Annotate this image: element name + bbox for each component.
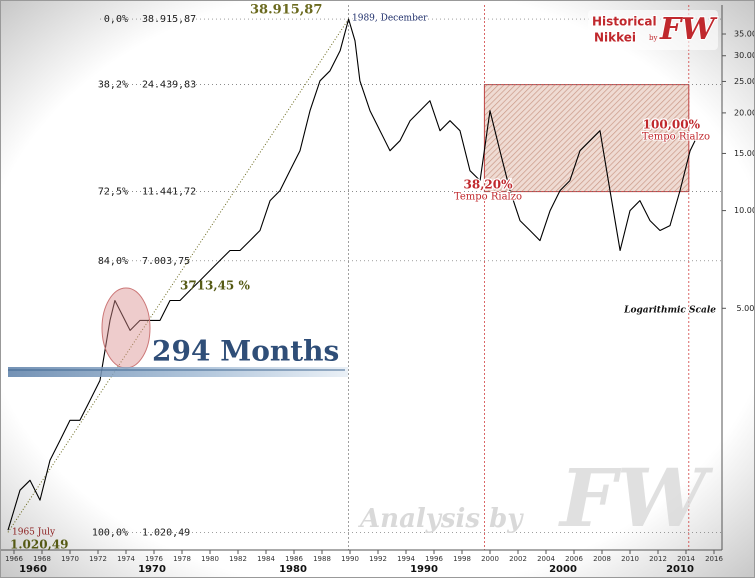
- y-tick-label: 15.000: [734, 149, 755, 158]
- time-100-sub: Tempo Rialzo: [642, 132, 710, 143]
- level-pct: 72,5%: [98, 187, 128, 198]
- time-zone: [483, 84, 690, 193]
- watermark-brand: FW: [558, 451, 714, 545]
- gain-label: 3713,45 %: [180, 279, 250, 293]
- x-tick-label: 1992: [369, 555, 387, 563]
- x-tick-label: 1998: [453, 555, 471, 563]
- x-tick-label: 1978: [173, 555, 191, 563]
- x-tick-label: 1984: [257, 555, 275, 563]
- highlight-ellipse: [101, 287, 151, 369]
- x-tick-label: 1990: [341, 555, 359, 563]
- x-tick-label: 1966: [5, 555, 23, 563]
- logo-by: by: [649, 34, 657, 42]
- decade-label: 2000: [549, 564, 577, 575]
- x-tick-label: 1982: [229, 555, 247, 563]
- level-pct: 38,2%: [98, 80, 128, 91]
- level-pct: 0,0%: [104, 14, 128, 25]
- x-tick-label: 1970: [61, 555, 79, 563]
- decade-label: 1980: [279, 564, 307, 575]
- x-tick-label: 1988: [313, 555, 331, 563]
- level-pct: 84,0%: [98, 256, 128, 267]
- decade-label: 1990: [410, 564, 438, 575]
- time-38-label: 38,20%: [464, 178, 514, 192]
- level-value: 24.439,83: [142, 80, 196, 91]
- x-tick-label: 2000: [481, 555, 499, 563]
- x-tick-label: 1994: [397, 555, 415, 563]
- x-tick-label: 2016: [705, 555, 723, 563]
- x-tick-label: 1980: [201, 555, 219, 563]
- trend-line: [7, 18, 350, 533]
- logo-line2: Nikkei: [594, 31, 636, 45]
- logo-brand: FW: [659, 12, 718, 47]
- decade-label: 1970: [138, 564, 166, 575]
- x-tick-label: 2006: [565, 555, 583, 563]
- watermark-text: Analysis by: [357, 504, 524, 534]
- time-100-label: 100,00%: [643, 118, 701, 132]
- x-tick-label: 1972: [89, 555, 107, 563]
- logo-bg: [588, 10, 718, 50]
- peak-value: 38.915,87: [250, 3, 322, 18]
- x-tick-label: 1968: [33, 555, 51, 563]
- level-value: 11.441,72: [142, 187, 196, 198]
- x-tick-label: 2014: [677, 555, 695, 563]
- x-tick-label: 1986: [285, 555, 303, 563]
- x-tick-label: 2012: [649, 555, 667, 563]
- y-tick-label: 5.000: [737, 304, 755, 313]
- scale-note: Logarithmic Scale: [623, 306, 716, 316]
- x-tick-label: 2010: [621, 555, 639, 563]
- level-value: 7.003,75: [142, 256, 190, 267]
- level-pct: 100,0%: [92, 527, 128, 538]
- start-date: 1965 July: [12, 528, 56, 538]
- x-tick-label: 2002: [509, 555, 527, 563]
- x-tick-label: 2004: [537, 555, 555, 563]
- y-tick-label: 10.000: [734, 206, 755, 215]
- decade-label: 1960: [19, 564, 47, 575]
- peak-date: 1989, December: [352, 14, 428, 24]
- decade-label: 2010: [666, 564, 694, 575]
- x-tick-label: 1996: [425, 555, 443, 563]
- y-tick-label: 25.000: [734, 77, 755, 86]
- level-value: 38.915,87: [142, 14, 196, 25]
- plot-area: 0,0% 38.915,87 38,2% 24.439,83 72,5% 11.441,7…: [0, 5, 755, 575]
- duration-label: 294 Months: [152, 335, 339, 368]
- duration-band: [8, 367, 348, 377]
- logo-line1: Historical: [592, 15, 657, 29]
- x-tick-label: 1974: [117, 555, 135, 563]
- time-38-sub: Tempo Rialzo: [454, 192, 522, 203]
- level-value: 1.020,49: [142, 527, 190, 538]
- y-tick-label: 20.000: [734, 108, 755, 117]
- x-tick-label: 1976: [145, 555, 163, 563]
- start-value: 1.020,49: [10, 538, 68, 552]
- y-tick-label: 35.000: [734, 30, 755, 39]
- x-tick-label: 2008: [593, 555, 611, 563]
- price-line: [7, 18, 696, 531]
- y-tick-label: 30.000: [734, 51, 755, 60]
